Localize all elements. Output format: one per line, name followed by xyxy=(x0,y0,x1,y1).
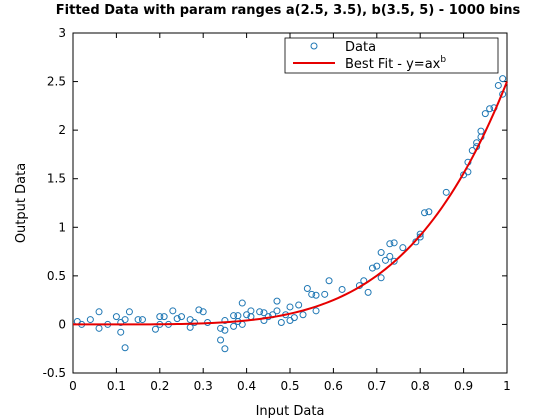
data-point xyxy=(494,81,502,89)
legend-data-marker xyxy=(310,42,318,50)
data-point xyxy=(221,345,229,353)
data-point xyxy=(125,308,133,316)
legend: Data Best Fit - y=axb xyxy=(284,37,499,74)
y-axis-label: Output Data xyxy=(14,163,29,243)
y-tick-label: 1.5 xyxy=(47,172,66,186)
y-tick-label: 2 xyxy=(58,123,66,137)
data-point xyxy=(243,311,251,319)
data-point xyxy=(295,301,303,309)
y-tick-label: 3 xyxy=(58,26,66,40)
data-point xyxy=(481,110,489,118)
data-point xyxy=(138,316,146,324)
data-point xyxy=(217,324,225,332)
x-tick-label: 1 xyxy=(503,379,511,393)
data-point xyxy=(442,188,450,196)
data-point xyxy=(364,288,372,296)
x-tick-label: 0.7 xyxy=(367,379,386,393)
y-tick-label: -0.5 xyxy=(43,366,66,380)
data-point xyxy=(486,105,494,113)
data-point xyxy=(273,297,281,305)
y-tick-label: 1 xyxy=(58,220,66,234)
fit-line xyxy=(73,81,508,326)
data-point xyxy=(277,318,285,326)
data-point xyxy=(121,344,129,352)
y-tick-label: 0 xyxy=(58,317,66,331)
x-tick-label: 0.8 xyxy=(411,379,430,393)
data-point xyxy=(377,274,385,282)
data-point xyxy=(195,306,203,314)
data-point xyxy=(95,308,103,316)
data-point xyxy=(377,249,385,257)
data-point xyxy=(134,316,142,324)
data-point xyxy=(499,75,507,83)
x-tick-label: 0.2 xyxy=(150,379,169,393)
data-point xyxy=(260,309,268,317)
data-point xyxy=(151,325,159,333)
fit-line-group xyxy=(73,81,508,326)
data-point xyxy=(425,208,433,216)
data-point xyxy=(191,318,199,326)
data-point xyxy=(386,240,394,248)
data-point xyxy=(325,277,333,285)
data-point xyxy=(381,256,389,264)
data-point xyxy=(477,127,485,135)
data-point xyxy=(312,307,320,315)
axis-ticks: 0 0.1 0.2 0.3 0.4 0.5 0.6 0.7 0.8 0.9 1-0.500.511.… xyxy=(43,26,511,393)
data-point xyxy=(230,322,238,330)
data-point xyxy=(421,209,429,217)
chart-title: Fitted Data with param ranges a(2.5, 3.5… xyxy=(56,3,521,18)
data-point xyxy=(199,308,207,316)
data-point xyxy=(217,336,225,344)
data-point xyxy=(290,314,298,322)
data-point xyxy=(312,291,320,299)
data-point xyxy=(173,315,181,323)
data-point xyxy=(303,284,311,292)
x-axis-label: Input Data xyxy=(256,404,325,419)
data-point xyxy=(86,316,94,324)
x-tick-label: 0.3 xyxy=(194,379,213,393)
legend-fit-label: Best Fit - y=axb xyxy=(345,55,446,72)
data-point xyxy=(338,285,346,293)
data-point xyxy=(121,316,129,324)
data-point xyxy=(286,303,294,311)
data-point xyxy=(299,311,307,319)
x-tick-label: 0.6 xyxy=(324,379,343,393)
data-point xyxy=(238,299,246,307)
legend-box xyxy=(284,37,499,74)
data-point xyxy=(416,230,424,238)
legend-fit-superscript: b xyxy=(440,55,446,65)
data-point xyxy=(308,290,316,298)
data-point xyxy=(178,313,185,321)
y-tick-label: 0.5 xyxy=(47,269,66,283)
data-point xyxy=(390,239,398,247)
data-point xyxy=(117,328,125,336)
x-tick-label: 0.9 xyxy=(454,379,473,393)
data-point xyxy=(368,264,376,272)
data-point xyxy=(112,313,120,321)
x-tick-label: 0.1 xyxy=(107,379,126,393)
data-point xyxy=(221,317,229,325)
data-point xyxy=(256,308,264,316)
legend-fit-text: Best Fit - y=ax xyxy=(345,57,441,72)
data-point xyxy=(321,290,329,298)
data-point xyxy=(399,244,407,252)
data-point xyxy=(169,307,177,315)
x-tick-label: 0.5 xyxy=(280,379,299,393)
x-tick-label: 0 xyxy=(69,379,77,393)
data-point xyxy=(160,313,168,321)
legend-data-label: Data xyxy=(345,40,376,55)
plot-area xyxy=(72,32,508,374)
plot-frame xyxy=(72,32,508,374)
y-tick-label: 2.5 xyxy=(47,75,66,89)
data-point xyxy=(386,252,394,260)
data-point xyxy=(230,312,238,320)
data-point xyxy=(156,313,164,321)
data-point xyxy=(373,262,381,270)
data-point xyxy=(221,326,229,334)
x-tick-label: 0.4 xyxy=(237,379,256,393)
data-point xyxy=(390,257,398,265)
data-point xyxy=(273,307,281,315)
